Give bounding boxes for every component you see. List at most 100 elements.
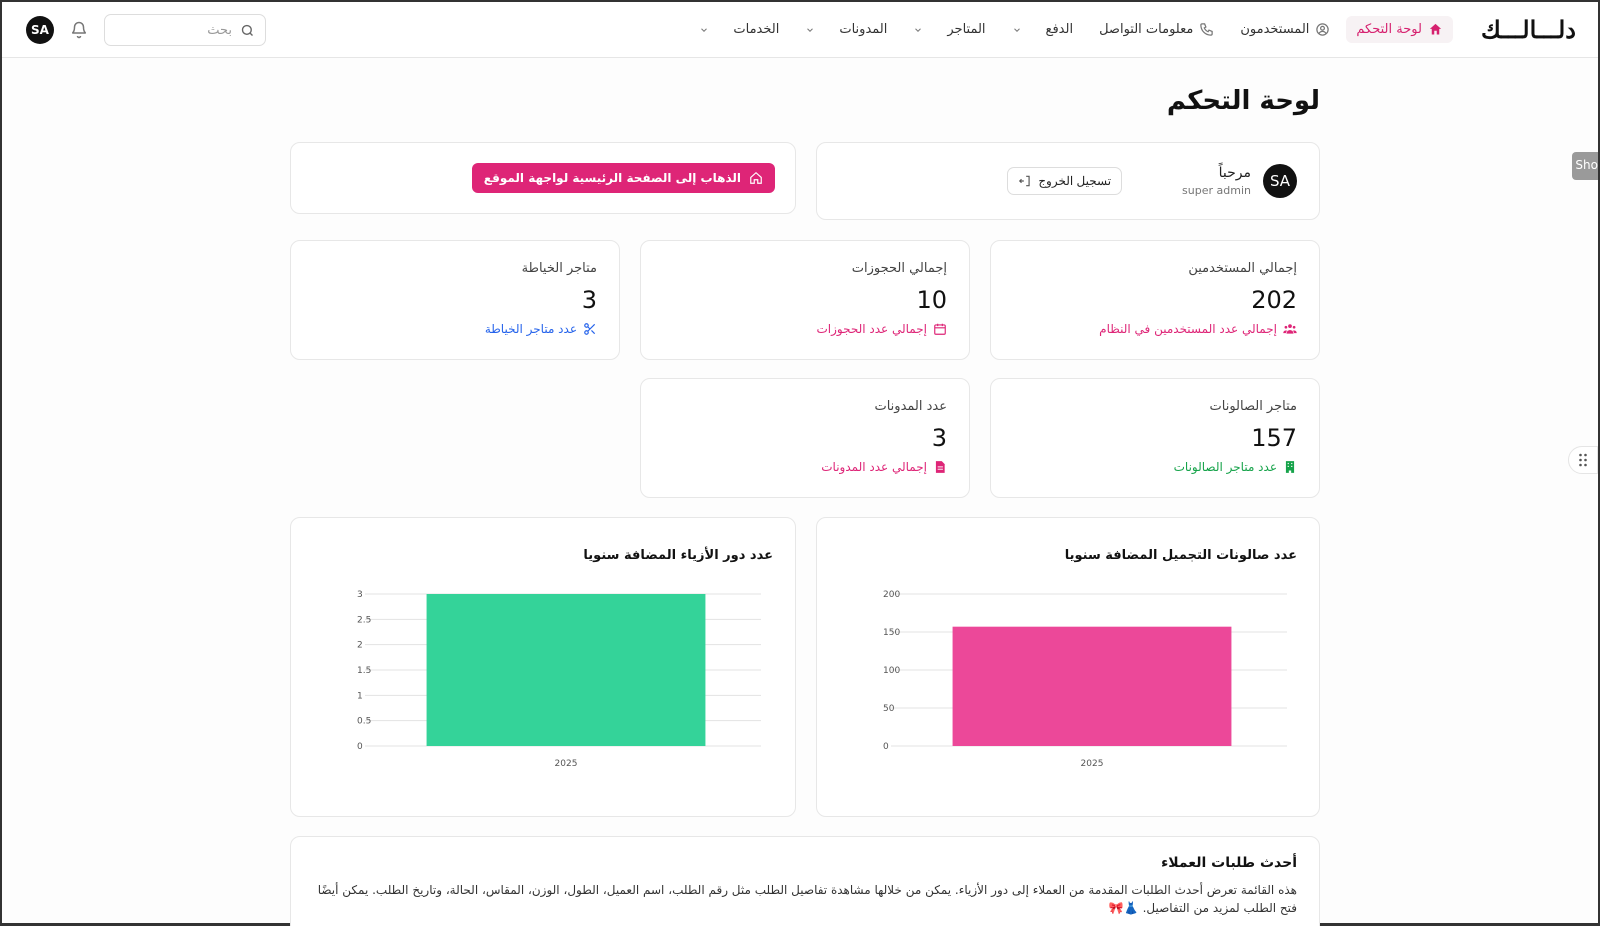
stat-sub-text: إجمالي عدد المدونات [821,460,927,474]
stat-label: إجمالي المستخدمين [1188,261,1297,276]
calendar-icon [934,323,946,335]
page-title: لوحة التحكم [1166,86,1320,116]
salons-chart-card: عدد صالونات التجميل المضافة سنويا 0 50 100… [816,517,1320,817]
user-circle-icon [1316,23,1330,36]
phone-icon [1200,23,1214,36]
chart-title: عدد دور الأزياء المضافة سنويا [583,548,773,563]
chart-title: عدد صالونات التجميل المضافة سنويا [1064,548,1297,563]
chevron-down-icon [807,27,814,32]
welcome-card: SA مرحباً super admin تسجيل الخروج [816,142,1320,220]
y-tick-label: 200 [883,590,900,600]
logout-button[interactable]: تسجيل الخروج [1007,167,1123,195]
stat-value: 3 [931,424,947,452]
document-icon [935,461,945,473]
y-tick-label: 0.5 [357,717,371,727]
fashion-houses-bar-chart: 0 0.5 1 1.5 2 2.5 3 2025 [357,590,761,769]
stat-sub-text: إجمالي عدد المستخدمين في النظام [1099,322,1277,336]
bar [952,626,1232,746]
stat-label: إجمالي الحجوزات [851,261,947,276]
y-tick-label: 2.5 [357,615,371,625]
scissors-icon [584,323,596,335]
x-tick-label: 2025 [1081,759,1104,769]
site-logo[interactable]: دلـــالـــك [1480,15,1576,44]
stat-card-salons: متاجر الصالونات 157 عدد متاجر الصالونات [990,378,1320,498]
user-avatar[interactable]: SA [26,16,54,44]
nav-blogs-label: المدونات [839,22,888,37]
nav-dashboard-label: لوحة التحكم [1356,22,1422,37]
recent-orders-title: أحدث طلبات العملاء [1161,855,1297,871]
nav-stores[interactable]: المتاجر [903,16,995,43]
stat-value: 202 [1251,286,1297,314]
header-tools: SA [26,14,266,46]
y-tick-label: 2 [357,641,363,651]
bar [426,594,706,746]
y-tick-label: 3 [357,590,363,600]
chevron-down-icon [1013,27,1020,32]
nav-services[interactable]: الخدمات [689,16,789,43]
main-nav: لوحة التحكم المستخدمون معلومات التواصل ا… [689,16,1453,43]
stat-value: 157 [1251,424,1297,452]
stat-sub: عدد متاجر الخياطة [313,322,597,336]
recent-orders-card: أحدث طلبات العملاء هذه القائمة تعرض أحدث… [290,836,1320,926]
building-icon [1285,461,1295,473]
search-icon [241,24,253,36]
y-tick-label: 0 [357,742,363,752]
home-outline-icon [750,171,762,184]
search-box[interactable] [104,14,266,46]
logout-label: تسجيل الخروج [1038,174,1112,188]
stat-value: 3 [581,286,597,314]
recent-orders-description: هذه القائمة تعرض أحدث الطلبات المقدمة من… [317,883,1297,915]
stat-label: متاجر الخياطة [521,261,597,276]
y-tick-label: 1 [357,691,363,701]
stat-label: عدد المدونات [874,399,947,414]
top-navbar: دلـــالـــك لوحة التحكم المستخدمون معلوم… [2,2,1598,58]
grip-dots-icon [1579,453,1587,467]
y-tick-label: 150 [883,628,900,638]
stat-card-tailoring: متاجر الخياطة 3 عدد متاجر الخياطة [290,240,620,360]
y-tick-label: 0 [883,742,889,752]
nav-users-label: المستخدمون [1240,22,1310,37]
chevron-down-icon [915,27,922,32]
nav-users[interactable]: المستخدمون [1230,16,1340,43]
stat-label: متاجر الصالونات [1209,399,1298,414]
stat-sub: عدد متاجر الصالونات [1013,460,1297,474]
stat-card-users: إجمالي المستخدمين 202 إجمالي عدد المستخد… [990,240,1320,360]
bell-icon[interactable] [70,21,88,39]
nav-stores-label: المتاجر [947,22,986,37]
stat-sub-text: عدد متاجر الصالونات [1173,460,1277,474]
search-input[interactable] [122,22,232,38]
stat-sub: إجمالي عدد المستخدمين في النظام [1013,322,1297,336]
nav-dashboard[interactable]: لوحة التحكم [1346,16,1453,43]
profile-avatar: SA [1263,164,1297,198]
stat-value: 10 [916,286,947,314]
logout-icon [1019,175,1030,187]
goto-card: الذهاب إلى الصفحة الرئيسية لواجهة الموقع [290,142,796,214]
y-tick-label: 100 [883,666,900,676]
side-tab[interactable]: Sho [1572,152,1598,180]
nav-contact-info[interactable]: معلومات التواصل [1089,16,1224,43]
x-tick-label: 2025 [555,759,578,769]
users-icon [1283,324,1297,334]
stat-sub-text: عدد متاجر الخياطة [484,322,577,336]
chevron-down-icon [701,27,708,32]
stat-card-blogs: عدد المدونات 3 إجمالي عدد المدونات [640,378,970,498]
stat-sub: إجمالي عدد الحجوزات [663,322,947,336]
nav-payment[interactable]: الدفع [1002,16,1084,43]
greeting-text: مرحباً [1218,165,1251,181]
goto-homepage-label: الذهاب إلى الصفحة الرئيسية لواجهة الموقع [483,171,741,185]
nav-blogs[interactable]: المدونات [795,16,897,43]
y-tick-label: 1.5 [357,666,371,676]
drag-handle[interactable] [1568,446,1598,474]
nav-payment-label: الدفع [1045,22,1074,37]
fashion-houses-chart-card: عدد دور الأزياء المضافة سنويا 0 0.5 1 1.5 2 2… [290,517,796,817]
stat-sub-text: إجمالي عدد الحجوزات [816,322,927,336]
stat-sub: إجمالي عدد المدونات [663,460,947,474]
nav-contact-label: معلومات التواصل [1099,22,1194,37]
home-icon [1429,23,1442,35]
goto-homepage-button[interactable]: الذهاب إلى الصفحة الرئيسية لواجهة الموقع [471,163,775,193]
stat-card-bookings: إجمالي الحجوزات 10 إجمالي عدد الحجوزات [640,240,970,360]
salons-bar-chart: 0 50 100 150 200 2025 [883,590,1287,769]
nav-services-label: الخدمات [733,22,780,37]
user-role: super admin [1182,184,1251,197]
y-tick-label: 50 [883,704,895,714]
